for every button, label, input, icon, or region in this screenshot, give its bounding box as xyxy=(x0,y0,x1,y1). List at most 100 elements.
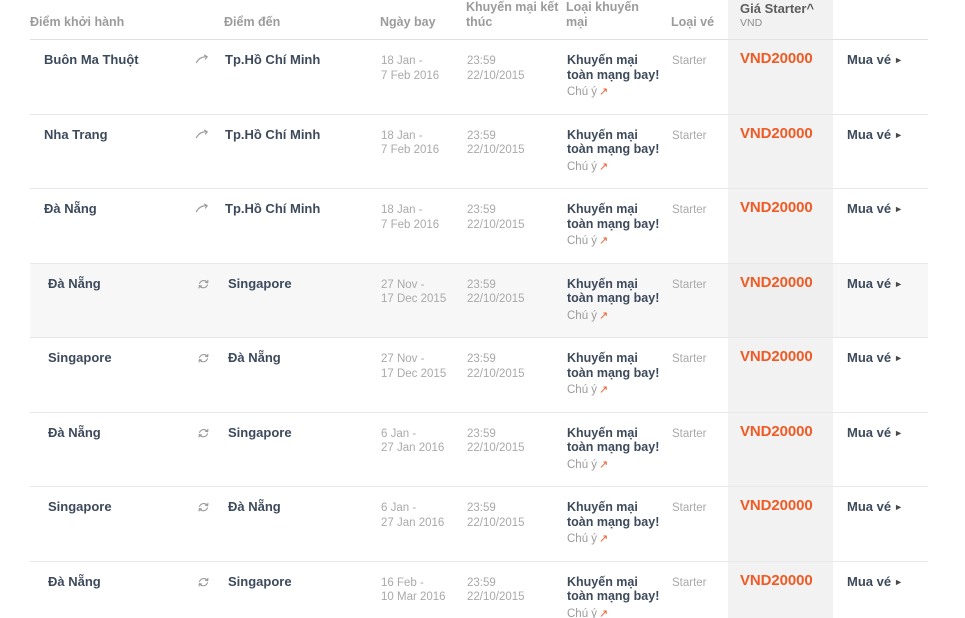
chevron-right-icon: ► xyxy=(894,353,903,363)
table-body: Buôn Ma Thuột Tp.Hồ Chí Minh 18 Jan - 7 Feb… xyxy=(30,39,928,618)
chevron-right-icon: ► xyxy=(894,129,903,140)
cell-trip-type xyxy=(182,188,224,264)
promo-note-link[interactable]: Chú ý ↗ xyxy=(567,458,661,473)
round-trip-icon xyxy=(196,575,211,590)
cell-fare-type: Starter xyxy=(671,337,728,413)
fly-date-to: 7 Feb 2016 xyxy=(381,69,440,82)
fly-date-to: 17 Dec 2015 xyxy=(381,367,447,380)
table-row[interactable]: Singapore Đà Nẵng 6 Jan -27 Jan 2016 23:59 2… xyxy=(30,486,928,562)
buy-ticket-button[interactable]: Mua vé ► xyxy=(847,425,903,440)
origin-city: Đà Nẵng xyxy=(48,275,101,291)
cell-origin: Singapore xyxy=(30,337,182,413)
price-value: VND20000 xyxy=(740,199,813,216)
promo-end-date: 22/10/2015 xyxy=(467,442,525,454)
table-row[interactable]: Đà Nẵng Tp.Hồ Chí Minh 18 Jan - 7 Feb 2016 2… xyxy=(30,188,928,264)
cell-fly-date: 6 Jan - 27 Jan 2016 xyxy=(380,412,466,487)
round-trip-icon xyxy=(196,351,211,366)
destination-city: Tp.Hồ Chí Minh xyxy=(225,52,321,67)
table-row[interactable]: Đà Nẵng Singapore 27 Nov - 17 Dec 2015 23:59… xyxy=(30,263,928,338)
promo-note-link[interactable]: Chú ý ↗ xyxy=(567,234,661,249)
cell-promo-type: Khuyến mại toàn mạng bay! Chú ý ↗ xyxy=(566,114,671,189)
cell-promo-end: 23:59 22/10/2015 xyxy=(466,561,566,618)
promo-type-text: Khuyến mại toàn mạng bay! xyxy=(567,574,660,604)
cell-destination: Đà Nẵng xyxy=(224,337,380,413)
buy-ticket-button[interactable]: Mua vé ► xyxy=(847,201,903,216)
fly-date-from: 6 Jan - xyxy=(381,427,417,440)
cell-origin: Buôn Ma Thuột xyxy=(30,39,182,115)
destination-city: Tp.Hồ Chí Minh xyxy=(225,201,321,216)
column-header-price-currency: VND xyxy=(740,17,763,29)
table-row[interactable]: Singapore Đà Nẵng 27 Nov - 17 Dec 2015 23:59… xyxy=(30,337,928,413)
promo-note-link[interactable]: Chú ý ↗ xyxy=(567,383,661,398)
cell-destination: Singapore xyxy=(224,412,380,487)
promo-end-date: 22/10/2015 xyxy=(467,591,525,603)
promo-note-label: Chú ý xyxy=(567,384,598,396)
cell-promo-type: Khuyến mại toàn mạng bay! Chú ý ↗ xyxy=(566,561,671,618)
price-value: VND20000 xyxy=(740,124,813,142)
chevron-right-icon: ► xyxy=(894,502,903,512)
promo-note-link[interactable]: Chú ý ↗ xyxy=(567,85,661,100)
buy-ticket-label: Mua vé xyxy=(847,499,892,514)
buy-ticket-button[interactable]: Mua vé ► xyxy=(847,499,903,514)
promo-note-link[interactable]: Chú ý ↗ xyxy=(567,532,661,547)
table-header: Điểm khởi hành Điểm đến Ngày bay Khuyến … xyxy=(30,0,928,40)
fly-date-to: 27 Jan 2016 xyxy=(381,442,445,454)
destination-city: Singapore xyxy=(228,424,292,440)
buy-ticket-button[interactable]: Mua vé ► xyxy=(847,52,903,67)
cell-fly-date: 18 Jan - 7 Feb 2016 xyxy=(380,39,466,115)
price-value: VND20000 xyxy=(740,571,813,589)
table-row[interactable]: Đà Nẵng Singapore 16 Feb - 10 Mar 2016 23:59… xyxy=(30,561,928,618)
cell-promo-end: 23:59 22/10/2015 xyxy=(466,412,566,487)
fly-date-to: 17 Dec 2015 xyxy=(381,293,447,305)
fare-type-label: Starter xyxy=(672,502,707,514)
column-header-fly-date[interactable]: Ngày bay xyxy=(380,0,466,40)
column-header-origin[interactable]: Điểm khởi hành xyxy=(30,0,182,40)
table-row[interactable]: Đà Nẵng Singapore 6 Jan -27 Jan 2016 23:59 2… xyxy=(30,412,928,487)
promo-end-date: 22/10/2015 xyxy=(467,293,525,305)
column-header-fly-date-label: Ngày bay xyxy=(380,15,436,29)
column-header-promo-end[interactable]: Khuyến mại kết thúc xyxy=(466,0,566,40)
cell-buy: Mua vé ► xyxy=(833,263,928,338)
cell-destination: Tp.Hồ Chí Minh xyxy=(224,114,380,189)
promo-type-text: Khuyến mại toàn mạng bay! xyxy=(567,53,660,82)
cell-buy: Mua vé ► xyxy=(833,486,928,562)
promo-note-link[interactable]: Chú ý ↗ xyxy=(567,607,661,618)
buy-ticket-button[interactable]: Mua vé ► xyxy=(847,574,903,589)
one-way-arrow-icon xyxy=(195,202,211,215)
column-header-price[interactable]: Giá Starter^ VND xyxy=(728,0,833,40)
column-header-destination[interactable]: Điểm đến xyxy=(224,0,380,40)
buy-ticket-label: Mua vé xyxy=(847,126,892,142)
fly-date-from: 18 Jan - xyxy=(381,55,423,67)
cell-destination: Đà Nẵng xyxy=(224,486,380,562)
buy-ticket-button[interactable]: Mua vé ► xyxy=(847,127,903,142)
promo-note-link[interactable]: Chú ý ↗ xyxy=(567,309,661,324)
price-value: VND20000 xyxy=(740,273,813,291)
promo-note-link[interactable]: Chú ý ↗ xyxy=(567,160,661,175)
cell-price: VND20000 xyxy=(728,337,833,413)
table-row[interactable]: Nha Trang Tp.Hồ Chí Minh 18 Jan - 7 Feb 201… xyxy=(30,114,928,189)
column-header-fare-type[interactable]: Loại vé xyxy=(671,0,728,40)
fly-date-to: 10 Mar 2016 xyxy=(381,591,446,603)
column-header-fare-type-label: Loại vé xyxy=(671,15,715,29)
cell-fly-date: 16 Feb - 10 Mar 2016 xyxy=(380,561,466,618)
fly-date-from: 18 Jan - xyxy=(381,129,423,142)
fly-date-from: 27 Nov - xyxy=(381,353,425,365)
cell-fly-date: 27 Nov - 17 Dec 2015 xyxy=(380,337,466,413)
promo-type-text: Khuyến mại toàn mạng bay! xyxy=(567,425,660,455)
chevron-right-icon: ► xyxy=(894,576,903,587)
promo-note-label: Chú ý xyxy=(567,607,598,618)
buy-ticket-button[interactable]: Mua vé ► xyxy=(847,276,903,291)
cell-buy: Mua vé ► xyxy=(833,114,928,189)
external-link-arrow-icon: ↗ xyxy=(599,533,609,545)
external-link-arrow-icon: ↗ xyxy=(599,607,609,618)
column-header-promo-end-label: Khuyến mại kết thúc xyxy=(466,0,559,29)
cell-fly-date: 6 Jan - 27 Jan 2016 xyxy=(380,486,466,562)
promo-end-date: 22/10/2015 xyxy=(467,367,525,380)
destination-city: Singapore xyxy=(228,275,292,291)
fare-type-label: Starter xyxy=(672,353,707,365)
price-value: VND20000 xyxy=(740,497,813,514)
column-header-promo-type[interactable]: Loại khuyến mại xyxy=(566,0,671,40)
cell-trip-type xyxy=(182,486,224,562)
table-row[interactable]: Buôn Ma Thuột Tp.Hồ Chí Minh 18 Jan - 7 Feb… xyxy=(30,39,928,115)
buy-ticket-button[interactable]: Mua vé ► xyxy=(847,350,903,365)
